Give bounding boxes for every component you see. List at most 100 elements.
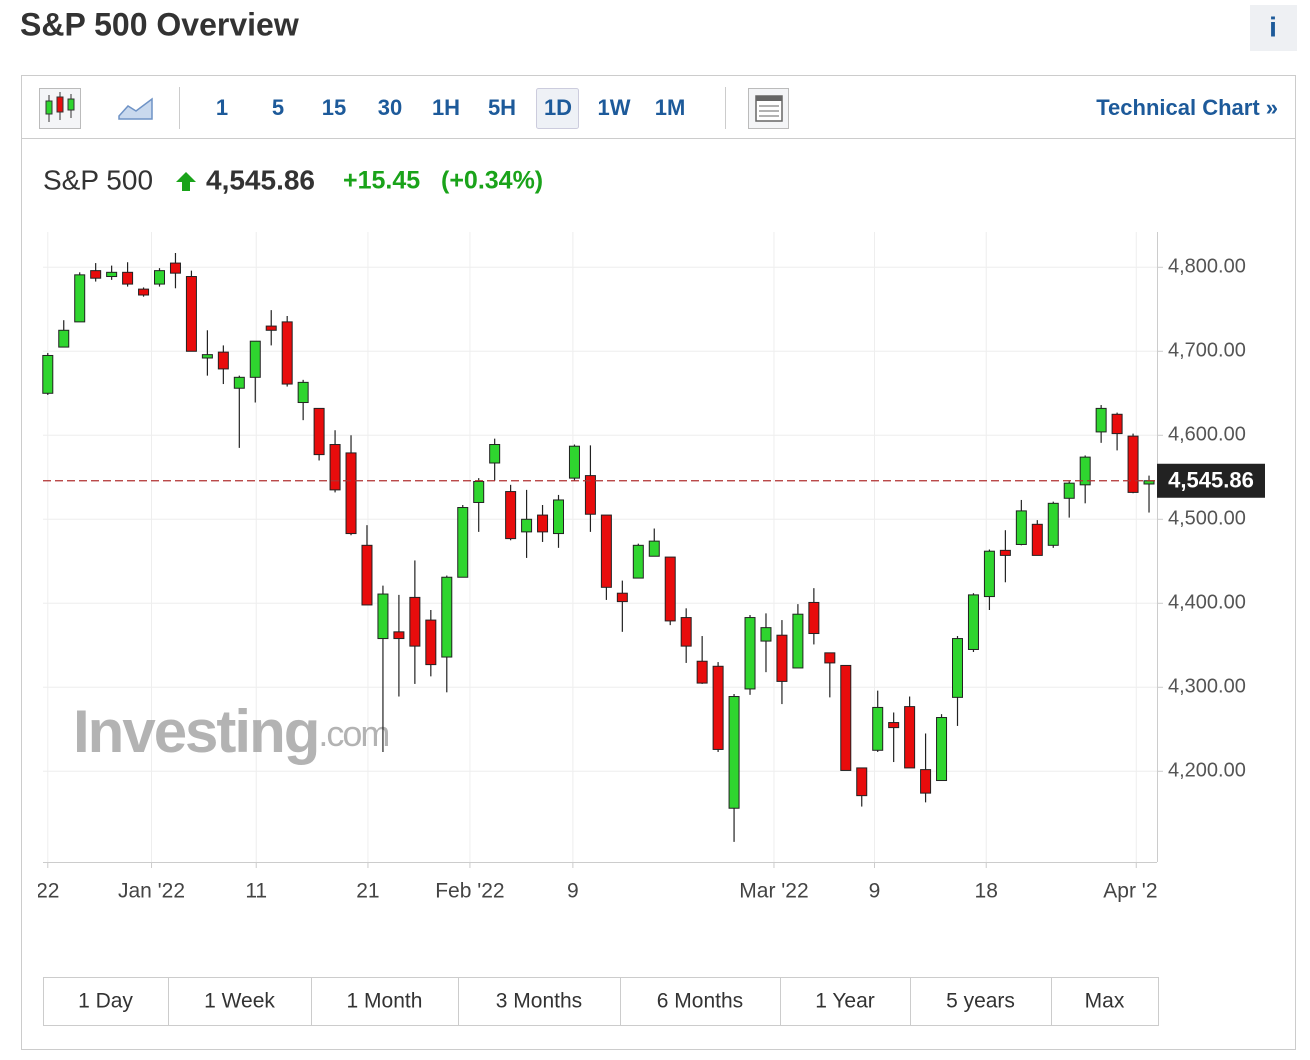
interval-selected-bg[interactable] (536, 88, 579, 129)
candle-body (90, 270, 102, 279)
candle-body (904, 706, 916, 769)
grid (43, 232, 1157, 862)
candle-body (808, 601, 820, 635)
candle-body (361, 544, 373, 606)
candle-body (457, 507, 469, 578)
candle-body (999, 549, 1011, 556)
candle-body (776, 634, 788, 682)
candle-body (1111, 413, 1123, 435)
candle-body (728, 696, 740, 809)
x-tick-label: Feb '22 (435, 880, 504, 903)
candle-body (840, 664, 852, 771)
candle-body (1047, 502, 1059, 546)
range-button[interactable]: 1 Day (78, 990, 133, 1013)
candle-body (1063, 482, 1075, 499)
info-button-bg[interactable] (1250, 5, 1297, 51)
candle-body (393, 631, 405, 640)
candle-body (441, 576, 453, 658)
candle-body (345, 452, 357, 535)
quote-name: S&P 500 (43, 164, 153, 195)
range-button[interactable]: 3 Months (496, 990, 582, 1013)
candle-body (281, 321, 293, 385)
area-icon-button[interactable] (118, 97, 153, 120)
candle-body (265, 325, 277, 331)
candle-body (313, 407, 325, 456)
quote-change: +15.45 (343, 167, 420, 195)
candle-body (616, 592, 628, 603)
candle-icon-button[interactable] (39, 88, 81, 129)
quote-price: 4,545.86 (206, 164, 315, 195)
x-tick-label: 18 (975, 880, 998, 903)
y-tick-label: 4,500.00 (1168, 508, 1246, 530)
candle-body (553, 499, 565, 535)
candle-body (632, 544, 644, 579)
interval-button[interactable]: 1H (432, 95, 460, 120)
interval-button[interactable]: 1 (216, 95, 228, 120)
interval-button[interactable]: 5H (488, 95, 516, 120)
candle-body (74, 274, 86, 323)
last-price-label: 4,545.86 (1168, 468, 1254, 493)
range-button[interactable]: 1 Year (815, 990, 875, 1013)
candle-body (952, 638, 964, 698)
candle-body (648, 540, 660, 557)
interval-button[interactable]: 15 (322, 95, 346, 120)
quote-change-percent: (+0.34%) (441, 167, 543, 195)
y-tick-label: 4,800.00 (1168, 256, 1246, 278)
interval-button[interactable]: 1M (655, 95, 686, 120)
y-tick-label: 4,700.00 (1168, 340, 1246, 362)
watermark: Investing.com (73, 698, 388, 765)
x-tick-label: Mar '22 (739, 880, 808, 903)
interval-button[interactable]: 5 (272, 95, 284, 120)
candle-body (983, 550, 995, 598)
interval-button[interactable]: 1W (598, 95, 631, 120)
candle-body (888, 722, 900, 729)
x-tick-label: 9 (869, 880, 881, 903)
candle-body (967, 594, 979, 650)
interval-button[interactable]: 1D (544, 95, 572, 120)
range-button[interactable]: 6 Months (657, 990, 743, 1013)
candle-body (521, 518, 533, 533)
range-button[interactable]: Max (1085, 990, 1125, 1013)
candle-body (233, 376, 245, 389)
last-price-tag (1157, 463, 1265, 498)
layout-icon-button[interactable] (748, 88, 789, 129)
candle-body (138, 288, 150, 296)
candle-body (409, 596, 421, 647)
candle-body (792, 613, 804, 669)
candle-body (600, 514, 612, 588)
range-button[interactable]: 1 Week (204, 990, 275, 1013)
candle-body (329, 444, 341, 491)
candle-body (824, 652, 836, 664)
candle-body (122, 271, 134, 285)
watermark-suffix: .com (318, 713, 388, 754)
x-tick-label: Apr '22 (1103, 880, 1169, 903)
interval-buttons: 1 5 15 30 1H 5H 1D 1W 1M (216, 88, 686, 129)
candle-body (58, 329, 70, 348)
candle-body (473, 480, 485, 503)
candle-body (297, 381, 309, 404)
candle-body (201, 354, 213, 359)
candle-body (920, 769, 932, 794)
y-tick-label: 4,300.00 (1168, 676, 1246, 698)
technical-chart-link[interactable]: Technical Chart » (1096, 95, 1278, 120)
info-button[interactable]: i (1269, 11, 1277, 42)
candle-body (1079, 456, 1091, 486)
x-axis-labels: 22 Jan '22 11 21 Feb '22 9 Mar '22 9 18 Apr '22 (36, 880, 1169, 903)
candle-body (537, 514, 549, 533)
range-bar: 1 Day 1 Week 1 Month 3 Months 6 Months 1 Year… (43, 977, 1159, 1026)
range-button[interactable]: 1 Month (347, 990, 423, 1013)
x-tick-label: 22 (36, 880, 59, 903)
candle-body (169, 262, 181, 274)
candle-body (856, 767, 868, 797)
x-tick-label: 11 (245, 880, 267, 903)
candle-body (249, 340, 261, 378)
candle-body (425, 619, 437, 666)
range-button[interactable]: 5 years (946, 990, 1015, 1013)
widget-frame (21, 75, 1296, 1050)
candle-body (42, 354, 54, 394)
interval-button[interactable]: 30 (378, 95, 402, 120)
candle-body (217, 351, 229, 370)
candle-body (744, 617, 756, 690)
